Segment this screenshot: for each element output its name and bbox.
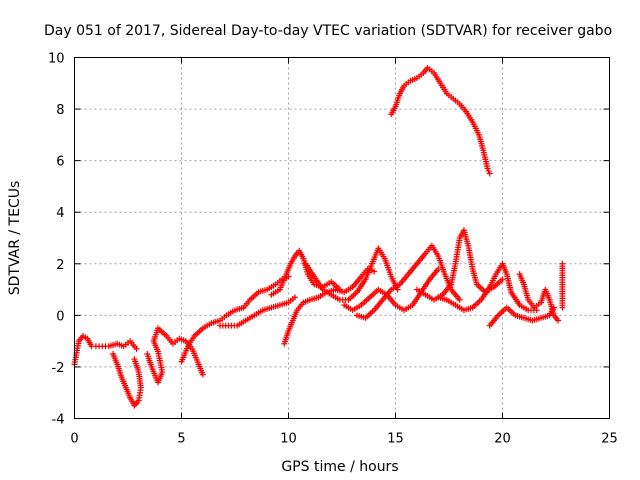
data-points (71, 64, 566, 409)
data-point (371, 268, 378, 275)
series-track-i (413, 227, 506, 303)
x-tick-label: 5 (177, 432, 185, 447)
data-point (131, 356, 138, 363)
chart-title: Day 051 of 2017, Sidereal Day-to-day VTE… (44, 23, 612, 39)
y-tick-label: 8 (56, 103, 64, 118)
series-track-k (486, 304, 557, 329)
series-track-high (388, 64, 493, 177)
data-point (133, 345, 140, 352)
series-track-c (217, 294, 298, 329)
y-tick-label: 10 (48, 52, 65, 67)
x-tick-label: 20 (494, 432, 511, 447)
y-tick-label: -2 (52, 361, 65, 376)
series-track-j (435, 260, 540, 314)
data-point (559, 304, 566, 311)
series-track-dip (110, 351, 144, 409)
y-tick-label: 4 (56, 206, 64, 221)
data-point (199, 371, 206, 378)
x-tick-label: 0 (70, 432, 78, 447)
series-track-h (353, 242, 463, 321)
data-point (499, 276, 506, 283)
series-isolated (559, 260, 566, 311)
data-point (291, 294, 298, 301)
data-point (456, 296, 463, 303)
series-track-early (71, 332, 140, 368)
ticks (74, 57, 610, 419)
series-track-b (178, 273, 292, 365)
y-tick-labels: -4 -2 0 2 4 6 8 10 (48, 52, 65, 428)
x-tick-label: 25 (601, 432, 618, 447)
data-point (486, 170, 493, 177)
grid (74, 57, 610, 419)
data-point (435, 265, 442, 272)
x-tick-labels: 0 5 10 15 20 25 (70, 432, 617, 447)
series-track-g (341, 265, 442, 314)
x-axis-label: GPS time / hours (281, 459, 398, 475)
x-tick-label: 10 (280, 432, 297, 447)
y-tick-label: 6 (56, 155, 64, 170)
plot-frame (74, 57, 610, 419)
y-tick-label: -4 (52, 413, 65, 428)
y-tick-label: 0 (56, 309, 64, 324)
y-tick-label: 2 (56, 258, 64, 273)
series-track-a (144, 325, 206, 386)
series-track-l (516, 271, 562, 324)
series-track-f (302, 245, 401, 303)
x-tick-label: 15 (387, 432, 404, 447)
y-axis-label: SDTVAR / TECUs (7, 181, 23, 296)
data-point (555, 317, 562, 324)
